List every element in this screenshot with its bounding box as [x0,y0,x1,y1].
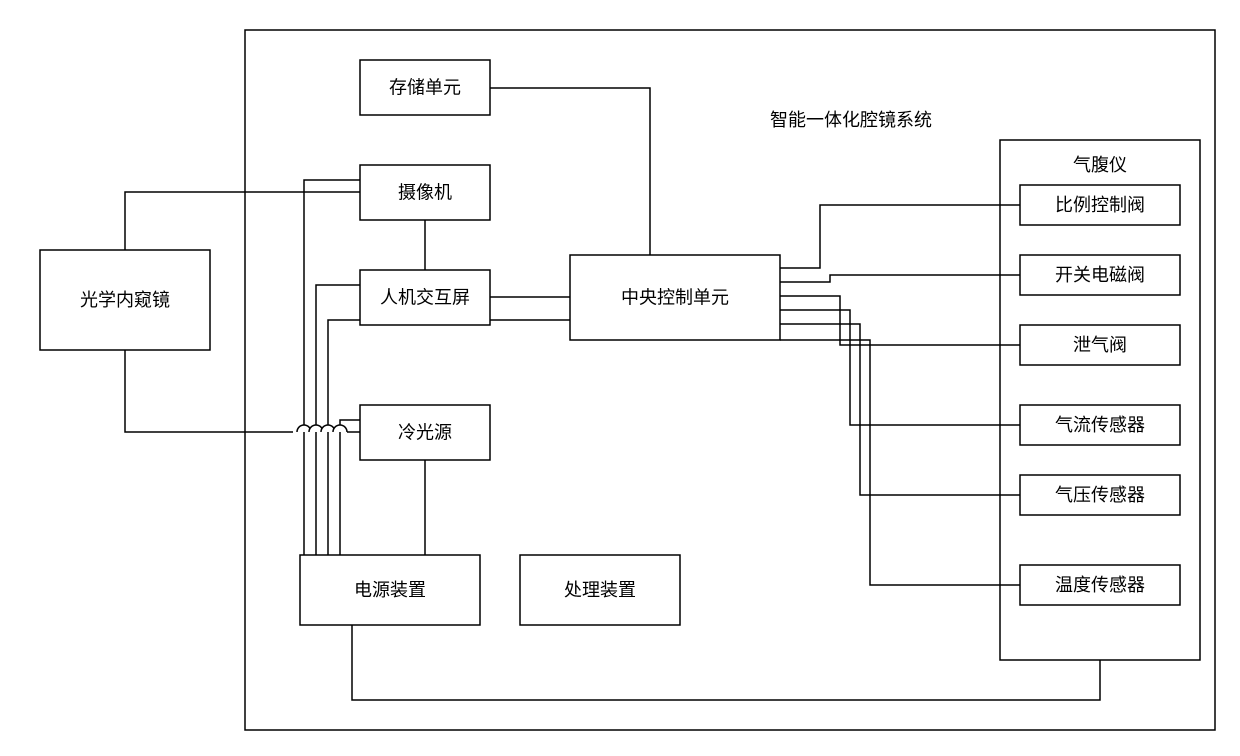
edge-power-insuf [352,625,1100,700]
node-hmi-label: 人机交互屏 [380,288,470,308]
node-camera-label: 摄像机 [398,183,452,203]
edge-ccu-flowsensor [780,310,1020,425]
outer-container-title: 智能一体化腔镜系统 [770,110,932,130]
node-storage-label: 存储单元 [389,78,461,98]
node-propvalve-label: 比例控制阀 [1055,195,1145,215]
edge-ccu-propvalve [780,205,1020,268]
edge-storage-ccu [490,88,650,255]
node-presssensor-label: 气压传感器 [1055,485,1145,505]
edge-power-camera [304,180,360,555]
node-processor-label: 处理装置 [564,580,636,600]
jumper [333,425,347,432]
node-coldlight-label: 冷光源 [398,423,452,443]
insufflator-title: 气腹仪 [1073,155,1127,175]
edge-ccu-presssensor [780,324,1020,495]
node-flowsensor-label: 气流传感器 [1055,415,1145,435]
edge-ccu-reliefvalve [780,296,1020,345]
edge-endoscope-coldlight [125,350,293,432]
edge-endoscope-camera [125,192,360,250]
node-reliefvalve-label: 泄气阀 [1073,335,1127,355]
node-power-label: 电源装置 [354,580,426,600]
edge-power-cold [340,420,360,555]
edge-ccu-switchvalve [780,275,1020,282]
node-ccu-label: 中央控制单元 [621,288,729,308]
edge-ccu-tempsensor [780,340,1020,585]
node-tempsensor-label: 温度传感器 [1055,575,1145,595]
node-switchvalve-label: 开关电磁阀 [1055,265,1145,285]
node-endoscope-label: 光学内窥镜 [80,290,170,310]
